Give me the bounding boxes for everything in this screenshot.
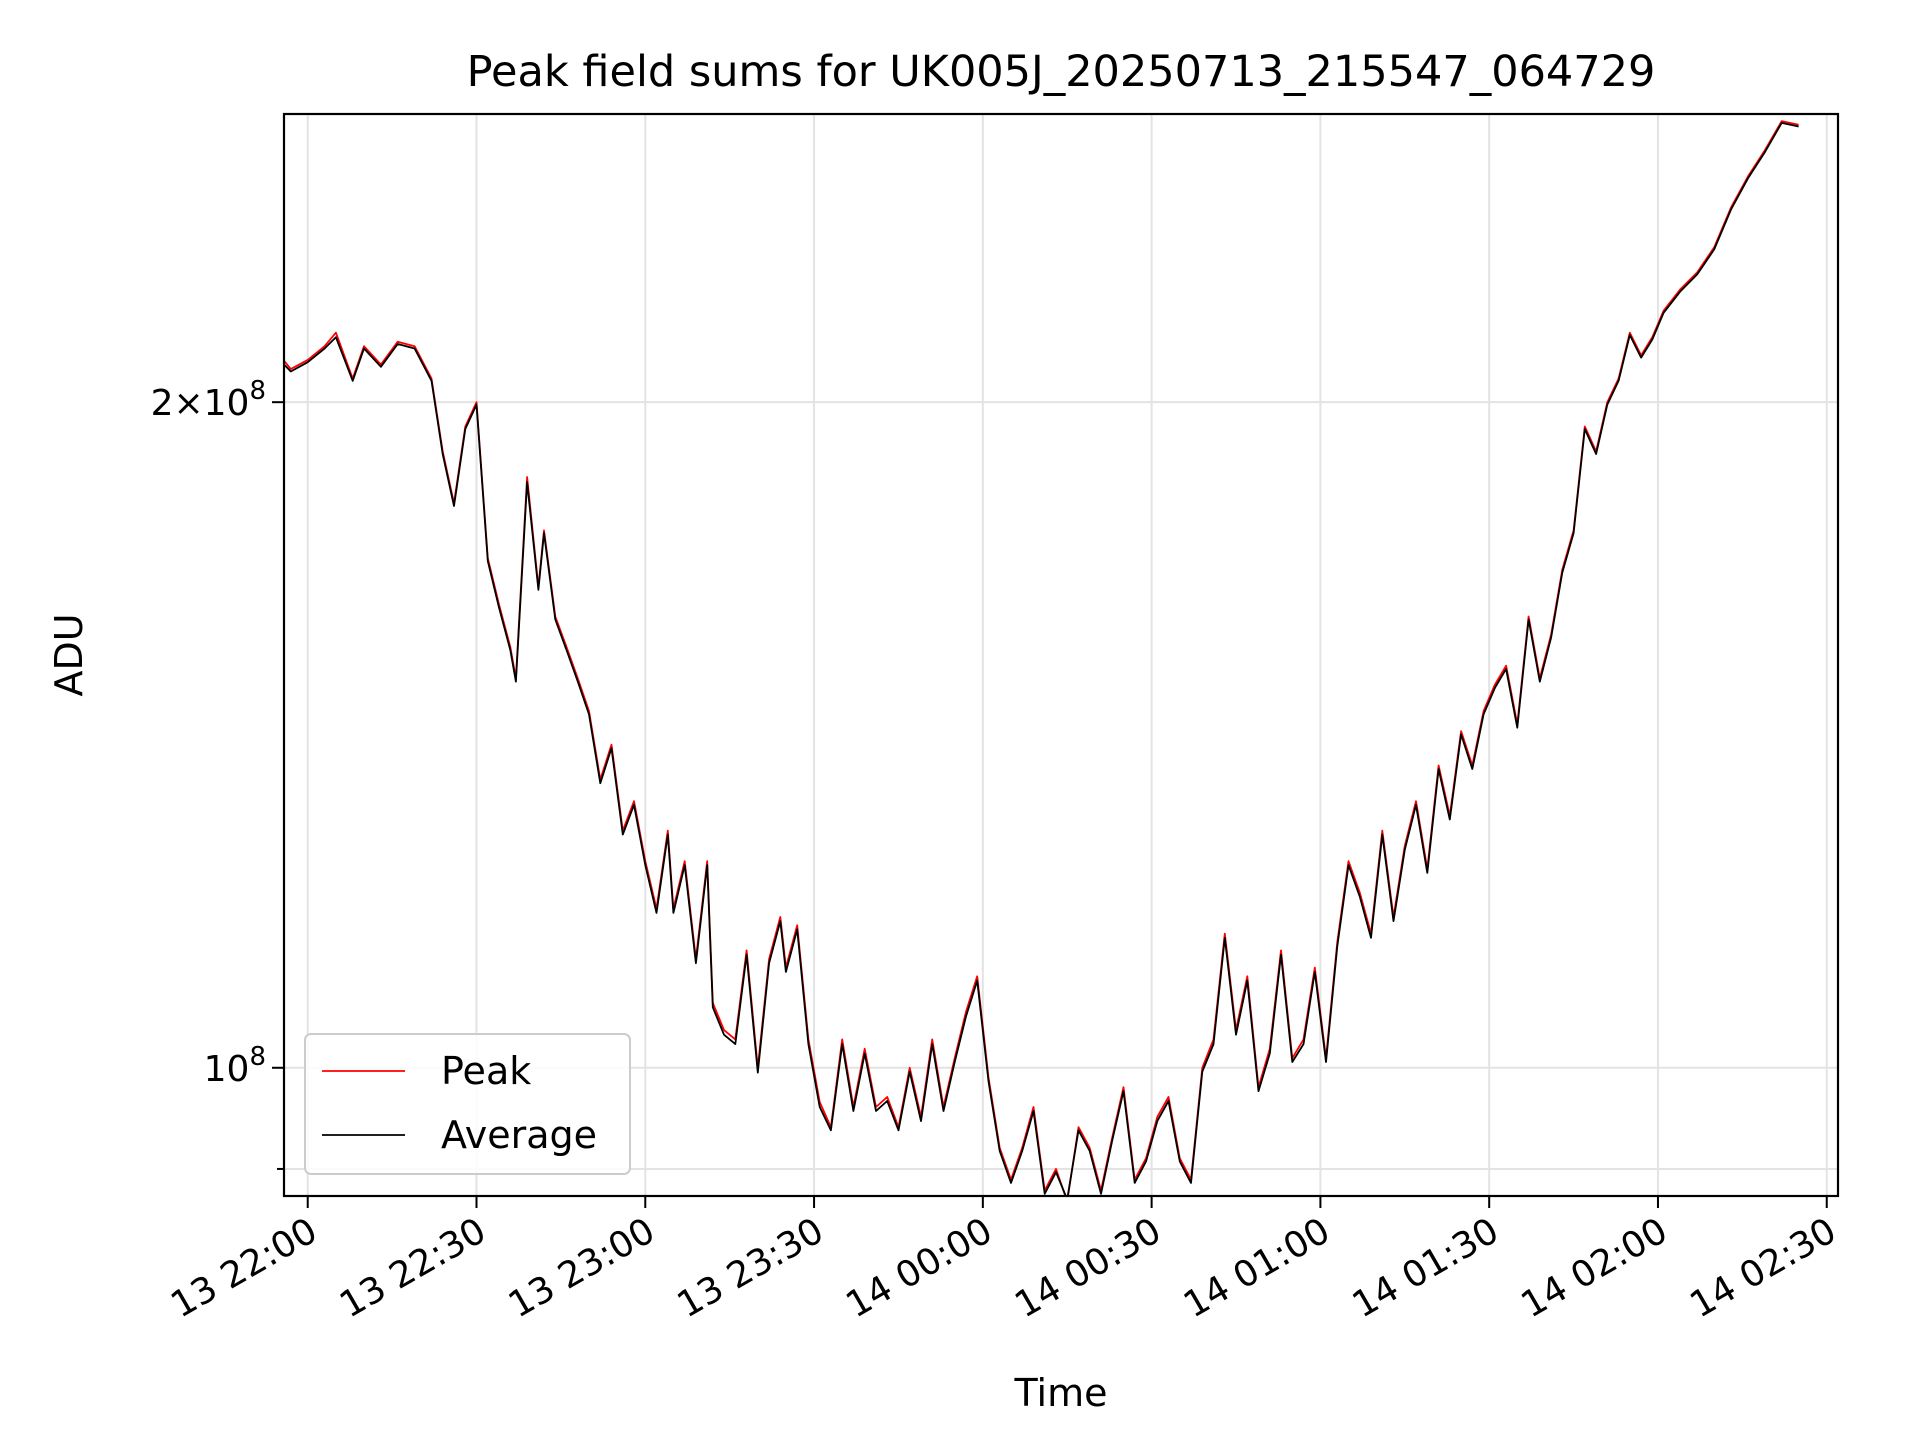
y-tick-exponent: 8: [249, 1042, 266, 1072]
legend: Peak Average: [304, 1033, 631, 1175]
y-tick-mantissa: 2: [151, 383, 174, 424]
x-tick-label: 13 22:00: [164, 1210, 324, 1326]
y-tick-label: 2×108: [151, 376, 266, 424]
x-tick-label: 14 01:30: [1346, 1210, 1506, 1326]
series-line-average: [284, 122, 1799, 1196]
series-layer: [284, 120, 1799, 1196]
x-tick-label: 14 00:30: [1008, 1210, 1168, 1326]
x-axis-label: Time: [1014, 1371, 1108, 1415]
legend-label-average: Average: [441, 1113, 597, 1157]
x-tick-label: 13 23:30: [671, 1210, 831, 1326]
y-tick-times: ×: [173, 383, 203, 424]
legend-box: [304, 1033, 631, 1175]
chart-title: Peak field sums for UK005J_20250713_2155…: [467, 47, 1656, 97]
y-tick-label: 108: [204, 1042, 266, 1090]
y-axis-label: ADU: [47, 613, 91, 696]
y-tick-base: 10: [204, 1049, 250, 1090]
x-tick-label: 13 22:30: [333, 1210, 493, 1326]
x-tick-label: 14 00:00: [839, 1210, 999, 1326]
legend-label-peak: Peak: [441, 1049, 531, 1093]
x-axis: 13 22:00 13 22:30 13 23:00 13 23:30 14 00:00…: [164, 1196, 1843, 1326]
y-tick-base: 10: [204, 383, 250, 424]
x-tick-label: 14 01:00: [1177, 1210, 1337, 1326]
plot-area-frame: [282, 112, 1840, 1198]
x-tick-label: 13 23:00: [502, 1210, 662, 1326]
y-tick-exponent: 8: [249, 376, 266, 406]
x-tick-label: 14 02:30: [1683, 1210, 1843, 1326]
x-tick-label: 14 02:00: [1515, 1210, 1675, 1326]
